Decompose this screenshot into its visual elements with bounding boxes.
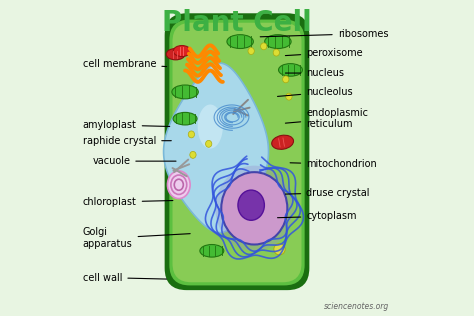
Text: cell wall: cell wall (83, 273, 166, 283)
Polygon shape (198, 105, 223, 149)
Ellipse shape (166, 49, 185, 60)
Text: ribosomes: ribosomes (260, 29, 388, 39)
Ellipse shape (167, 171, 190, 198)
Ellipse shape (279, 64, 302, 76)
Text: raphide crystal: raphide crystal (83, 136, 171, 146)
Text: peroxisome: peroxisome (285, 48, 363, 58)
Ellipse shape (190, 151, 196, 158)
Ellipse shape (272, 135, 293, 149)
Text: Golgi
apparatus: Golgi apparatus (83, 228, 190, 249)
Ellipse shape (274, 244, 285, 255)
Ellipse shape (206, 140, 212, 147)
Text: amyloplast: amyloplast (83, 120, 170, 130)
Text: cytoplasm: cytoplasm (277, 211, 357, 221)
Ellipse shape (188, 131, 194, 138)
Text: Plant Cell: Plant Cell (162, 9, 312, 37)
Ellipse shape (261, 43, 267, 50)
FancyBboxPatch shape (164, 13, 310, 290)
Ellipse shape (221, 172, 287, 245)
Ellipse shape (238, 190, 264, 220)
Ellipse shape (273, 49, 280, 56)
Text: sciencenotes.org: sciencenotes.org (324, 301, 390, 311)
Ellipse shape (264, 35, 291, 49)
Ellipse shape (173, 112, 197, 125)
Ellipse shape (173, 46, 191, 57)
Text: druse crystal: druse crystal (285, 188, 370, 198)
Ellipse shape (215, 166, 293, 251)
Ellipse shape (283, 76, 289, 83)
Ellipse shape (227, 35, 254, 49)
Text: cell membrane: cell membrane (83, 58, 166, 69)
FancyBboxPatch shape (173, 23, 301, 282)
Text: chloroplast: chloroplast (83, 197, 173, 207)
Text: endoplasmic
reticulum: endoplasmic reticulum (285, 108, 368, 130)
Text: nucleus: nucleus (285, 68, 344, 78)
Text: vacuole: vacuole (92, 156, 176, 166)
Ellipse shape (172, 85, 198, 99)
Ellipse shape (248, 48, 255, 54)
Ellipse shape (200, 245, 224, 257)
Ellipse shape (286, 93, 292, 100)
Polygon shape (164, 63, 268, 233)
Text: mitochondrion: mitochondrion (290, 159, 377, 169)
FancyBboxPatch shape (169, 20, 305, 285)
Text: nucleolus: nucleolus (277, 87, 353, 97)
